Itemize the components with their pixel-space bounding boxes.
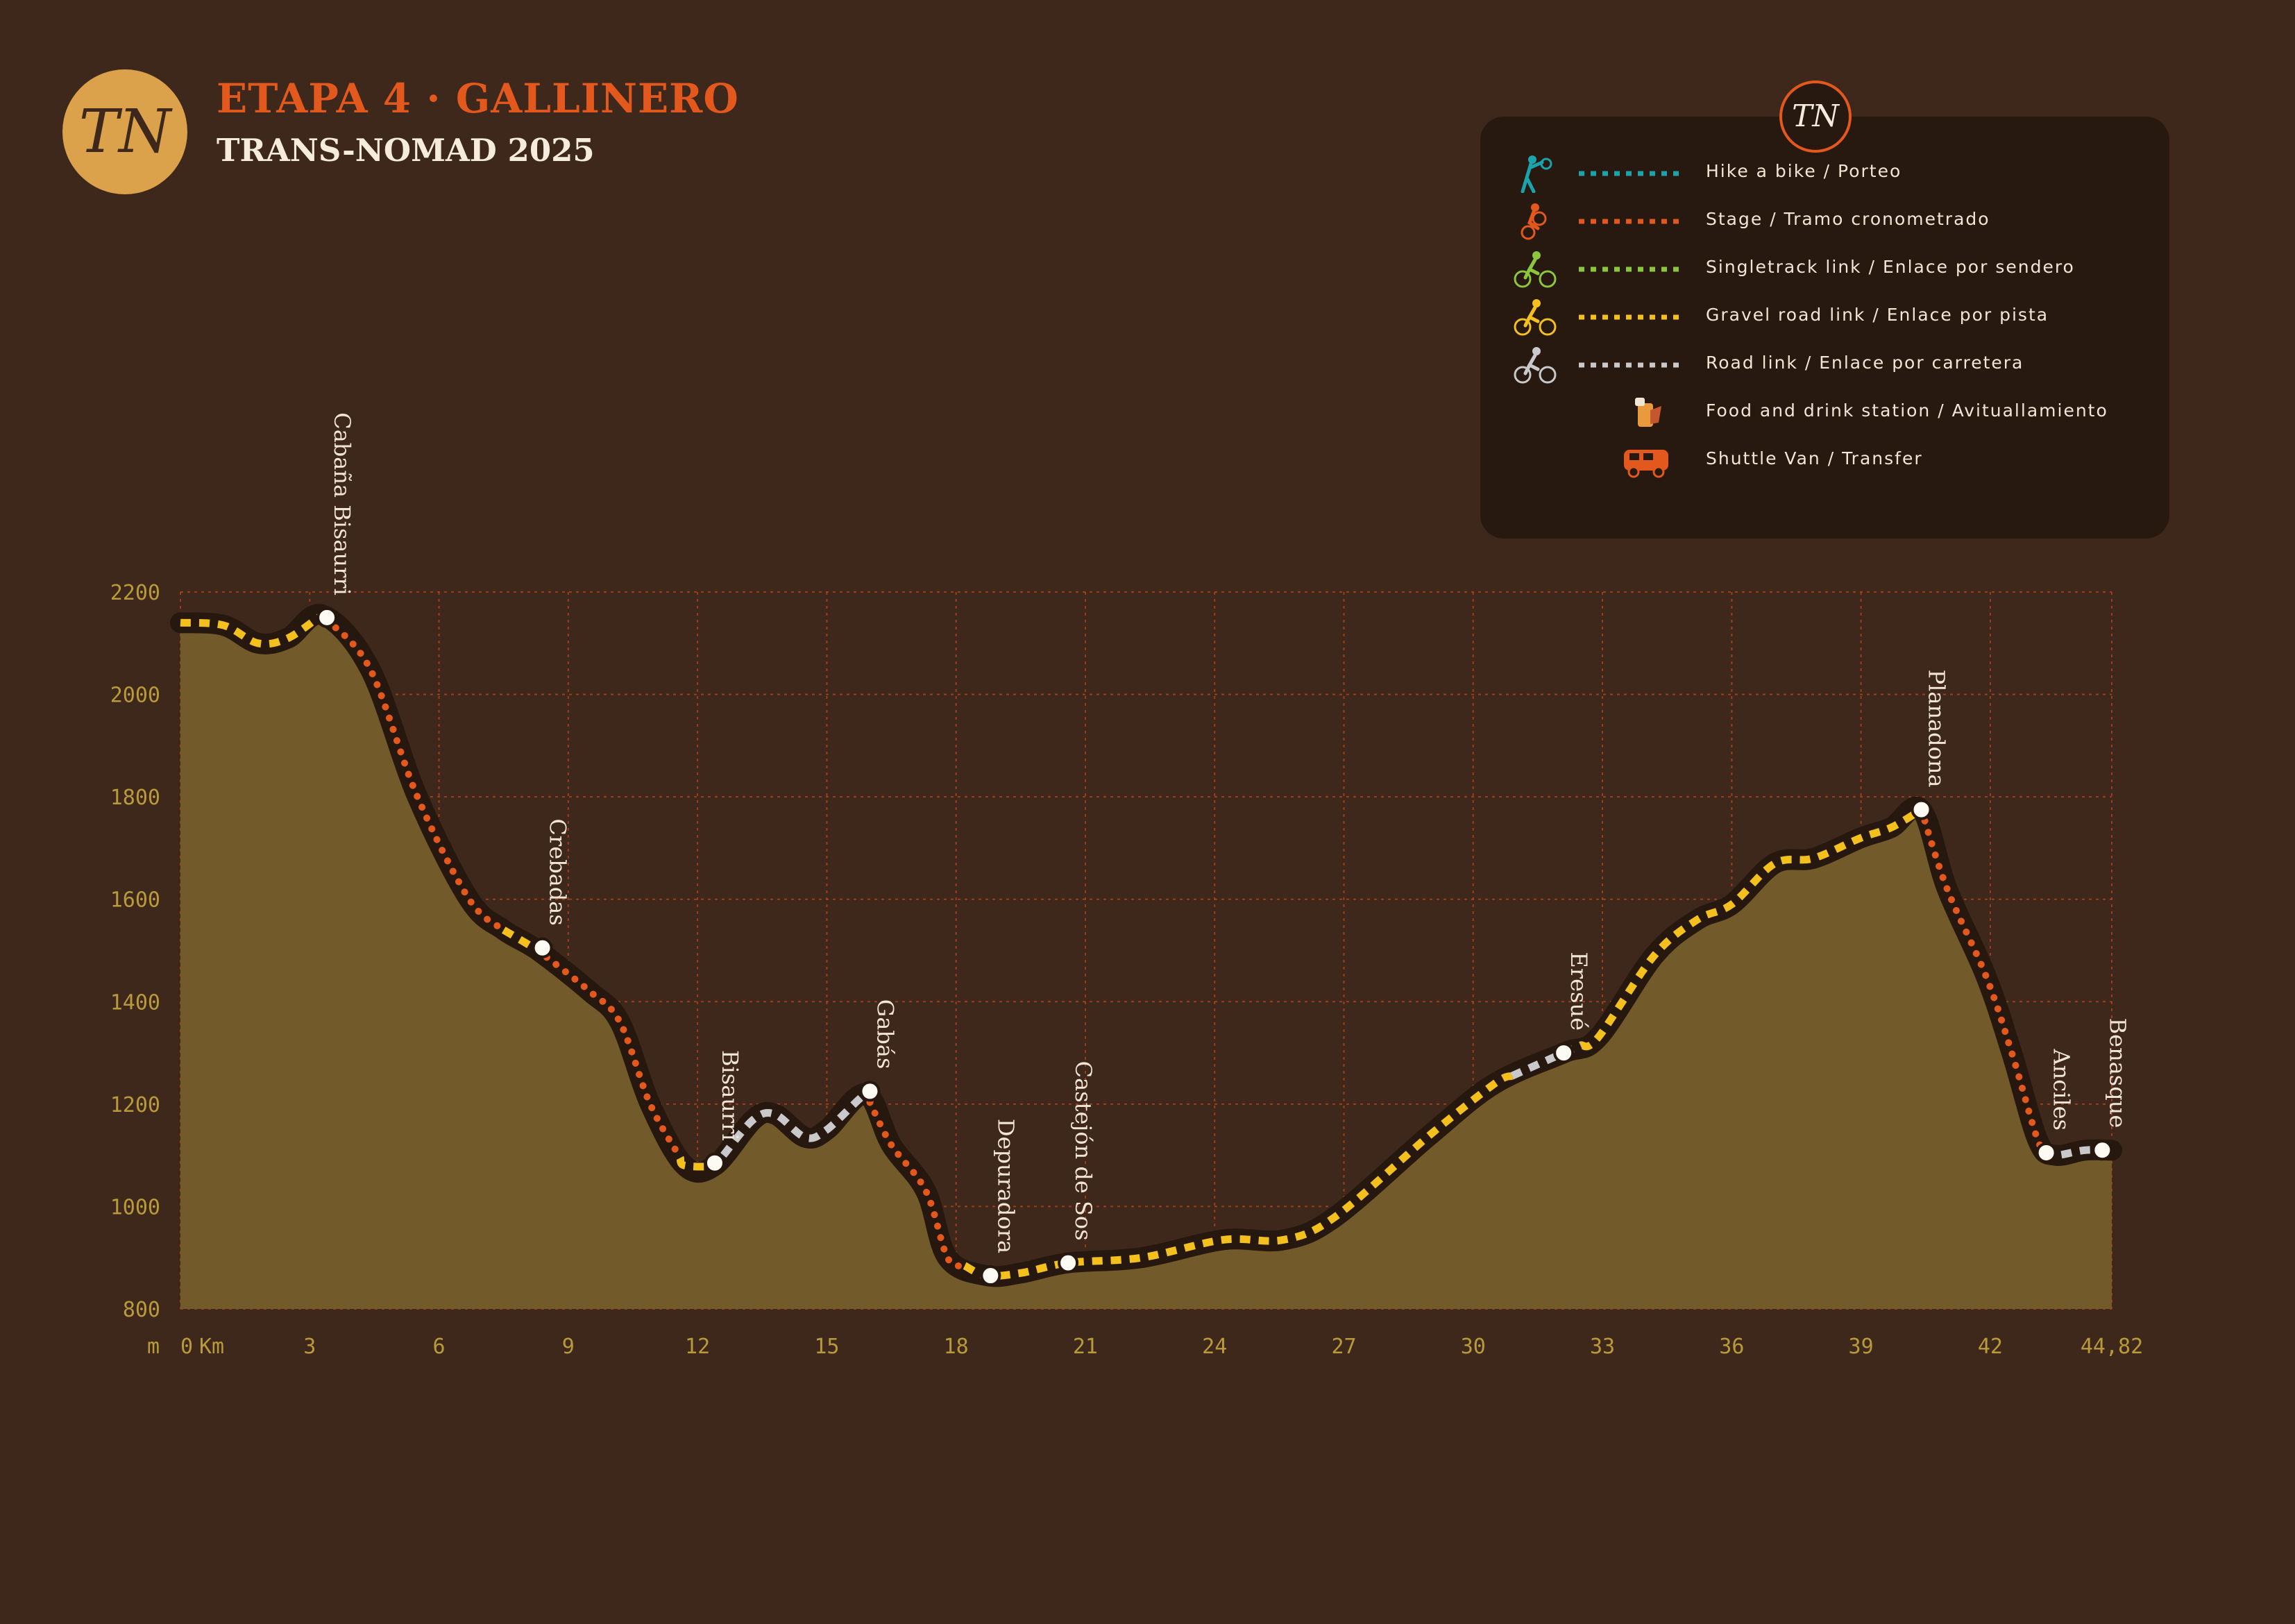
waypoint-label: Cabaña Bisaurri <box>329 412 355 595</box>
legend-item: Food and drink station / Avituallamiento <box>1480 392 2169 434</box>
legend-line-swatch <box>1579 362 1680 368</box>
legend-item: Hike a bike / Porteo <box>1480 153 2169 194</box>
legend-line-swatch <box>1579 314 1680 320</box>
waypoint-label: Castejón de Sos <box>1070 1061 1096 1241</box>
route-segment-stage <box>323 616 507 933</box>
x-unit-label: Km <box>199 1335 224 1359</box>
cyclist-yellow-icon <box>1514 299 1557 336</box>
waypoint-marker <box>2092 1140 2113 1161</box>
hiker-pushing-bike-icon <box>1521 155 1552 193</box>
y-tick-label: 1800 <box>110 786 160 810</box>
waypoint-label: Gabás <box>872 999 898 1069</box>
waypoint-marker <box>1911 799 1932 820</box>
waypoint-marker <box>1058 1252 1079 1274</box>
x-tick-label: 33 <box>1590 1335 1615 1359</box>
event-subtitle: TRANS-NOMAD 2025 <box>217 132 595 169</box>
legend-item-label: Singletrack link / Enlace por sendero <box>1706 257 2075 277</box>
y-tick-label: 1200 <box>110 1093 160 1117</box>
waypoint-label: Crebadas <box>545 819 571 926</box>
waypoint-marker <box>1553 1042 1575 1064</box>
x-tick-label: 36 <box>1719 1335 1744 1359</box>
route-segment-gravel <box>1579 806 1924 1051</box>
legend-item: Singletrack link / Enlace por sendero <box>1480 248 2169 290</box>
waypoint-label: Depuradora <box>992 1119 1019 1253</box>
waypoint-marker <box>980 1265 1001 1287</box>
legend-panel: Hike a bike / Porteo Stage / Tramo cronom… <box>1480 117 2169 539</box>
x-tick-label: 0 <box>180 1335 193 1359</box>
legend-item: Road link / Enlace por carretera <box>1480 344 2169 386</box>
waypoint-label: Benasque <box>2104 1018 2131 1128</box>
route-segment-stage <box>543 954 684 1162</box>
legend-item-label: Road link / Enlace por carretera <box>1706 353 2024 373</box>
waypoint-marker <box>859 1081 881 1102</box>
trans-nomad-logo: TN <box>62 69 187 194</box>
waypoint-marker <box>704 1152 725 1174</box>
route-segment-gravel <box>963 1072 1514 1280</box>
food-drink-station-icon <box>1635 398 1661 427</box>
waypoint-label: Anciles <box>2049 1048 2075 1130</box>
route-segment-road <box>720 1089 874 1158</box>
legend-item-label: Shuttle Van / Transfer <box>1706 448 1923 468</box>
x-tick-label: 44,82 <box>2081 1335 2143 1359</box>
waypoint-marker <box>2035 1142 2057 1163</box>
route-segment-stage <box>866 1099 969 1269</box>
x-tick-label: 9 <box>562 1335 575 1359</box>
y-tick-label: 2200 <box>110 581 160 605</box>
legend-line-swatch <box>1579 219 1680 224</box>
x-tick-label: 21 <box>1073 1335 1098 1359</box>
shuttle-van-icon <box>1624 450 1668 478</box>
x-tick-label: 18 <box>944 1335 969 1359</box>
legend-item: Stage / Tramo cronometrado <box>1480 201 2169 242</box>
x-tick-label: 24 <box>1202 1335 1227 1359</box>
x-tick-label: 3 <box>303 1335 316 1359</box>
x-tick-label: 15 <box>814 1335 839 1359</box>
x-tick-label: 27 <box>1331 1335 1356 1359</box>
downhill-rider-icon <box>1521 203 1547 240</box>
legend-item-label: Gravel road link / Enlace por pista <box>1706 305 2049 325</box>
x-tick-label: 12 <box>685 1335 710 1359</box>
logo-monogram: TN <box>78 97 171 167</box>
legend-logo-badge: TN <box>1779 81 1852 153</box>
waypoint-marker <box>316 607 338 628</box>
y-tick-label: 1600 <box>110 888 160 913</box>
route-segment-stage <box>1917 806 2050 1153</box>
x-tick-label: 39 <box>1849 1335 1874 1359</box>
cyclist-green-icon <box>1514 251 1557 288</box>
waypoint-label: Eresué <box>1566 952 1592 1031</box>
y-tick-label: 800 <box>123 1298 160 1322</box>
waypoint-label: Bisaurri <box>717 1050 743 1141</box>
stage-title: ETAPA 4 · GALLINERO <box>217 75 739 122</box>
x-tick-label: 30 <box>1461 1335 1486 1359</box>
legend-item: Gravel road link / Enlace por pista <box>1480 296 2169 338</box>
waypoint-marker <box>532 937 553 958</box>
legend-line-swatch <box>1579 171 1680 176</box>
waypoint-label: Planadona <box>1924 670 1950 788</box>
legend-item: Shuttle Van / Transfer <box>1480 440 2169 482</box>
legend-line-swatch <box>1579 267 1680 272</box>
cyclist-grey-icon <box>1514 347 1557 384</box>
y-tick-label: 1400 <box>110 990 160 1015</box>
y-tick-label: 1000 <box>110 1195 160 1219</box>
legend-item-label: Stage / Tramo cronometrado <box>1706 209 1990 229</box>
x-tick-label: 42 <box>1978 1335 2003 1359</box>
elevation-area <box>180 614 2112 1309</box>
legend-item-label: Hike a bike / Porteo <box>1706 161 1902 181</box>
x-tick-label: 6 <box>433 1335 446 1359</box>
y-unit-label: m <box>147 1335 160 1359</box>
route-segment-gravel <box>676 1153 727 1171</box>
legend-item-label: Food and drink station / Avituallamiento <box>1706 400 2108 421</box>
y-tick-label: 2000 <box>110 684 160 708</box>
